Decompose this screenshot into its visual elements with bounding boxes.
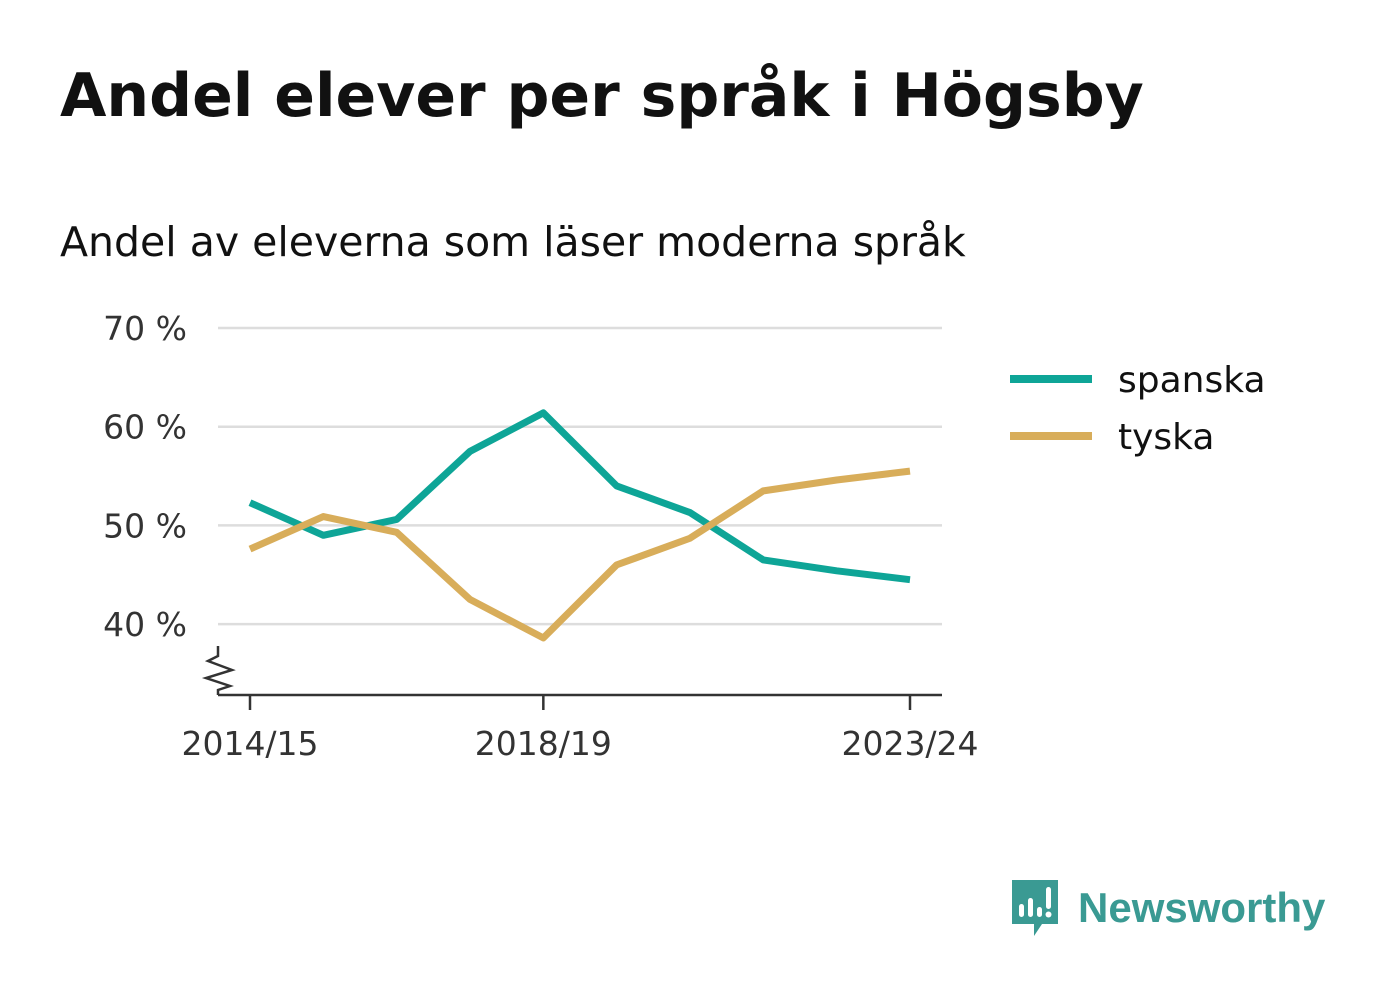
x-tick-label: 2023/24	[841, 724, 978, 763]
y-tick-label: 60 %	[103, 408, 187, 447]
legend-label-tyska: tyska	[1118, 417, 1214, 458]
axis-break-zigzag	[201, 646, 236, 695]
chart-subtitle: Andel av eleverna som läser moderna språ…	[60, 218, 966, 266]
y-tick-label: 40 %	[103, 605, 187, 644]
axes: 40 % 50 % 60 % 70 % 2014/15 2018/19 2023/24	[103, 309, 978, 763]
bar-chart-speech-bubble-icon	[1012, 880, 1058, 936]
series-lines	[248, 409, 911, 642]
brand-logo: Newsworthy	[1010, 878, 1325, 938]
series-line-spanska	[248, 409, 911, 584]
y-tick-label: 70 %	[103, 309, 187, 348]
brand-name: Newsworthy	[1078, 884, 1326, 931]
legend-label-spanska: spanska	[1118, 360, 1266, 401]
y-tick-label: 50 %	[103, 506, 187, 545]
gridlines	[218, 326, 942, 626]
chart-title: Andel elever per språk i Högsby	[60, 61, 1144, 131]
series-line-tyska	[248, 467, 911, 642]
legend: spanska tyska	[1010, 360, 1266, 458]
x-tick-label: 2018/19	[475, 724, 612, 763]
x-tick-label: 2014/15	[181, 724, 318, 763]
